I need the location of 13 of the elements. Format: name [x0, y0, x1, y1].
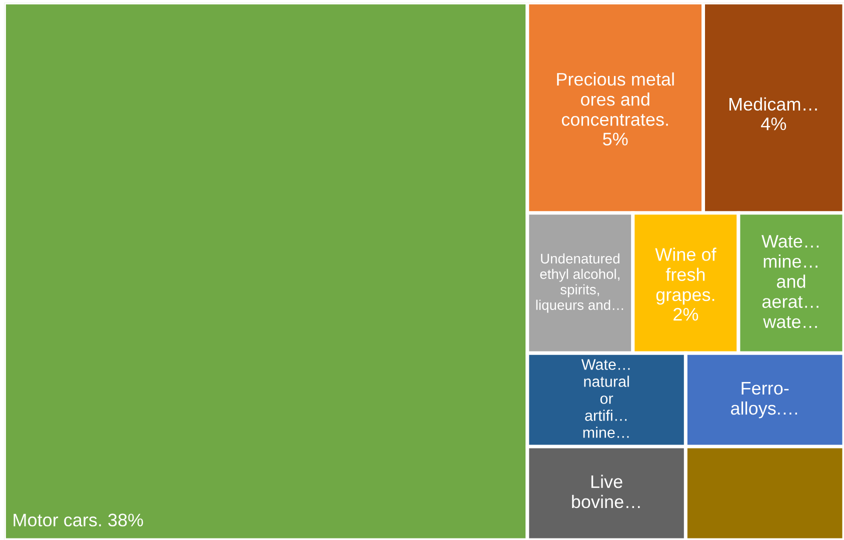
category-label: Ferro- alloys.…	[730, 382, 798, 418]
category-label: Motor cars.	[14, 514, 101, 526]
category-label: Precious metal ores and concentrates.	[557, 72, 674, 126]
category-label: Undenatured ethyl alcohol, spirits, liqueurs and…	[536, 253, 624, 313]
category-label: Wine of fresh grapes.	[655, 248, 716, 305]
data-label: 38%	[108, 514, 144, 526]
category-label: Wate… natural or artifi… mine…	[581, 359, 630, 438]
category-label: Wate… mine… and aerat… wate…	[762, 235, 819, 328]
data-label: 4%	[761, 118, 786, 130]
data-label: 5%	[602, 132, 628, 146]
category-label: Medicam…	[729, 97, 817, 111]
category-label: Live bovine…	[572, 474, 640, 508]
data-label: 2%	[674, 308, 698, 321]
